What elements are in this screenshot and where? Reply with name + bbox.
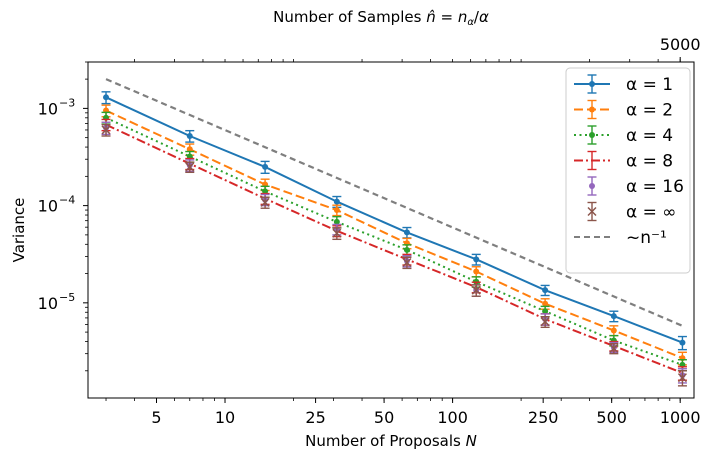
y-tick-exponent: −4 <box>59 194 75 207</box>
y-tick-exponent: −3 <box>59 96 75 109</box>
legend-label: α = 2 <box>626 101 673 121</box>
x-tick-label: 5 <box>151 408 161 427</box>
data-point <box>186 146 193 153</box>
y-tick-label: 10 <box>38 294 58 313</box>
plot-frame <box>87 61 695 399</box>
x-tick-label: 50 <box>374 408 394 427</box>
data-point <box>262 163 269 170</box>
data-point <box>333 198 340 205</box>
legend-marker <box>587 206 597 217</box>
legend-marker <box>589 106 595 113</box>
x-tick-label: 100 <box>437 408 468 427</box>
data-point <box>101 125 111 135</box>
y-tick-exponent: −5 <box>59 291 75 304</box>
x-axis-title: Number of Proposals N <box>305 432 477 450</box>
legend-marker <box>589 183 595 189</box>
data-point <box>679 339 686 346</box>
data-point <box>333 207 340 214</box>
x-tick-label: 1000 <box>660 408 701 427</box>
data-point <box>677 373 687 383</box>
data-point <box>403 229 410 236</box>
data-point <box>260 197 270 207</box>
data-point <box>403 246 410 253</box>
legend-label: α = 16 <box>626 177 684 197</box>
data-point <box>473 268 480 275</box>
data-point <box>540 317 550 327</box>
top-tick-label: 5000 <box>660 35 701 54</box>
data-point <box>542 287 549 294</box>
x-tick-label: 250 <box>528 408 559 427</box>
data-point <box>185 162 195 172</box>
reference-line <box>105 78 683 327</box>
series-5 <box>101 123 687 387</box>
legend: α = 1 α = 2 α = 4 α = 8 α = 16 α = ∞ ~n⁻¹ <box>565 67 691 274</box>
legend-label: α = ∞ <box>626 203 676 223</box>
series-line <box>105 116 683 366</box>
axes: 5102550100250500100010−510−410−350002500… <box>38 35 701 427</box>
plot-area <box>101 78 687 387</box>
data-point <box>473 256 480 263</box>
legend-marker <box>589 132 595 138</box>
legend-label: α = 1 <box>626 75 673 95</box>
data-point <box>471 285 481 295</box>
data-point <box>402 257 412 268</box>
data-point <box>186 132 193 139</box>
x-tick-label: 10 <box>215 408 235 427</box>
top-axis-title: Number of Samples n̂ = nα/α <box>273 8 489 28</box>
data-point <box>542 300 549 307</box>
legend-label: α = 8 <box>626 152 673 172</box>
x-tick-label: 25 <box>305 408 325 427</box>
data-point <box>103 94 110 101</box>
legend-box <box>565 67 691 274</box>
data-point <box>610 327 617 334</box>
data-point <box>333 218 340 225</box>
y-tick-label: 10 <box>38 197 58 216</box>
legend-marker <box>589 81 595 87</box>
data-point <box>610 313 617 320</box>
legend-label: ~n⁻¹ <box>626 228 667 248</box>
data-point <box>542 308 549 315</box>
data-point <box>332 228 342 238</box>
y-tick-label: 10 <box>38 99 58 118</box>
x-tick-label: 500 <box>596 408 627 427</box>
y-axis-title: Variance <box>10 198 28 263</box>
legend-label: α = 4 <box>626 126 673 146</box>
data-point <box>609 343 619 353</box>
